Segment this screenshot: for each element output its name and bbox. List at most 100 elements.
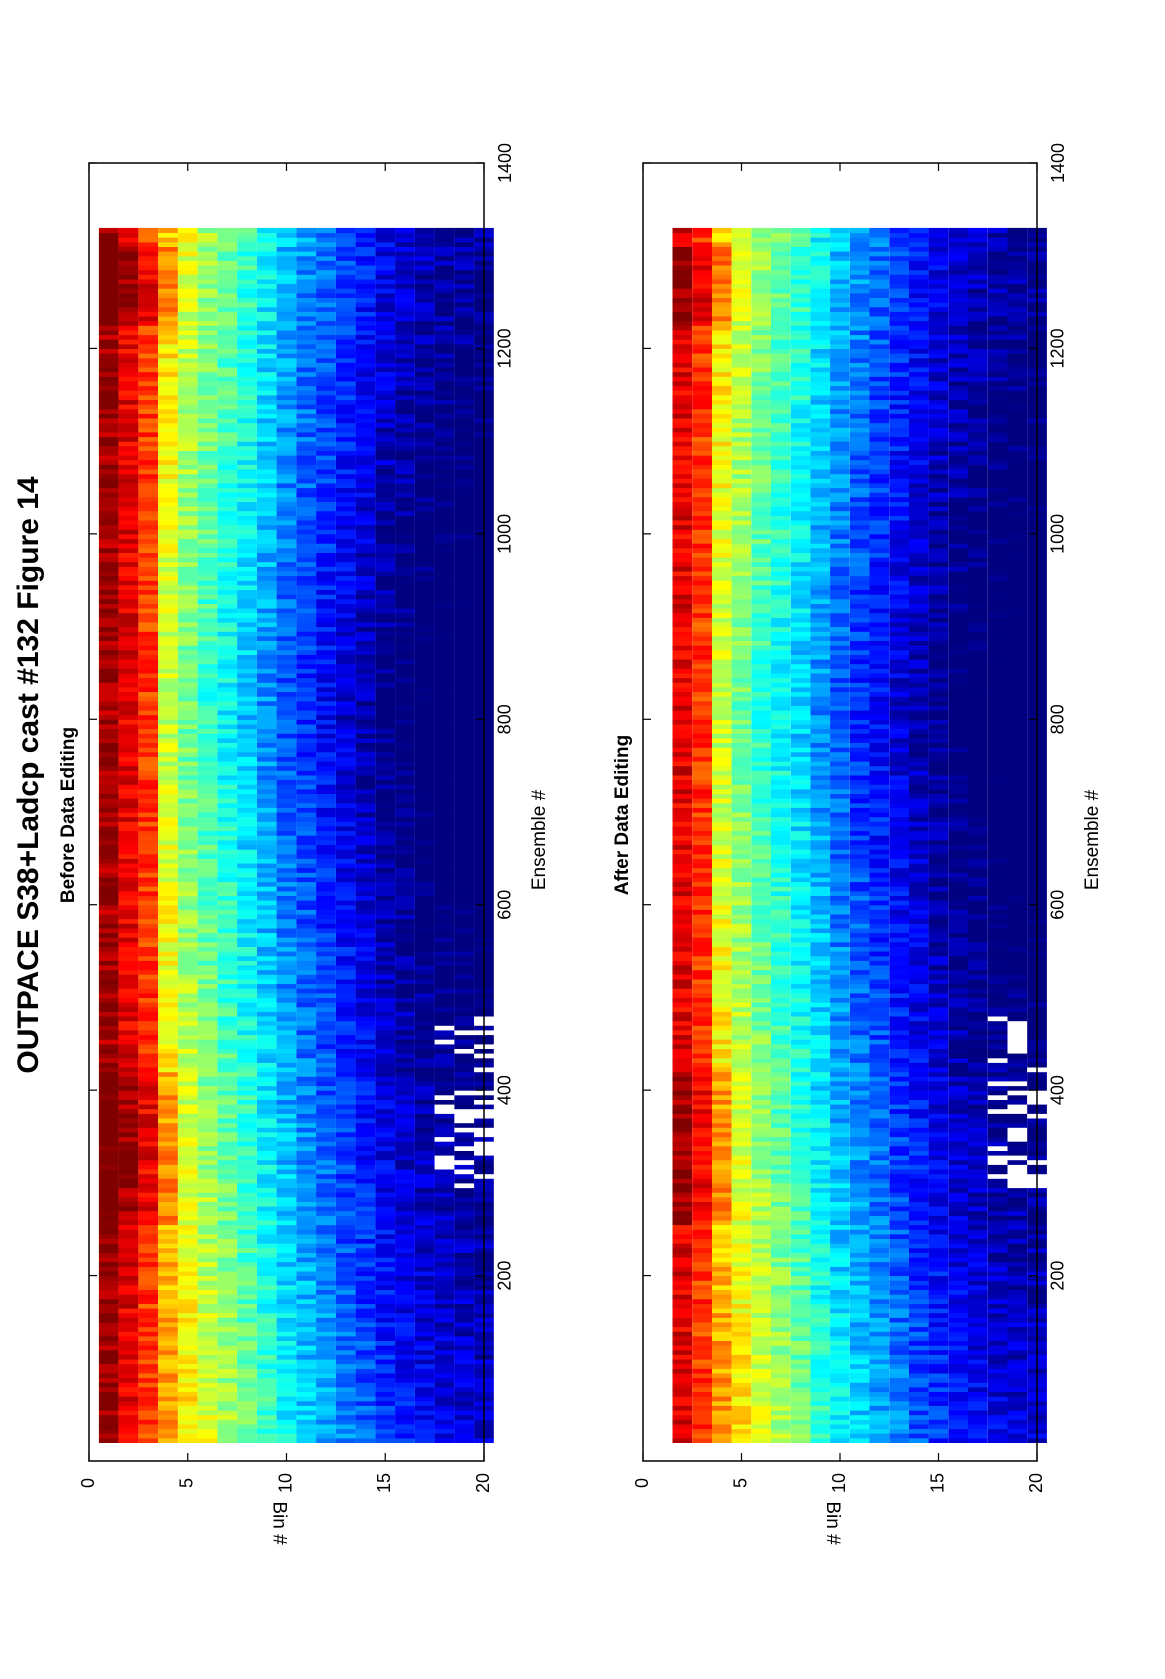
heatmap-cell xyxy=(375,631,396,637)
heatmap-cell xyxy=(118,965,139,971)
heatmap-cell xyxy=(177,853,198,859)
heatmap-cell xyxy=(118,547,139,553)
heatmap-cell xyxy=(434,751,455,757)
heatmap-cell xyxy=(454,816,475,822)
heatmap-cell xyxy=(395,241,415,247)
heatmap-cell xyxy=(316,1085,336,1091)
heatmap-cell xyxy=(296,978,317,985)
heatmap-cell xyxy=(454,895,475,901)
heatmap-cell xyxy=(454,839,475,845)
heatmap-cell xyxy=(256,469,277,475)
heatmap-cell xyxy=(177,404,198,410)
heatmap-cell xyxy=(276,965,297,971)
heatmap-cell xyxy=(138,478,159,484)
heatmap-cell xyxy=(98,357,119,363)
heatmap-cell xyxy=(434,1321,455,1328)
heatmap-cell xyxy=(138,1067,159,1073)
heatmap-cell xyxy=(256,1405,277,1411)
heatmap-cell xyxy=(355,1298,376,1304)
heatmap-cell xyxy=(256,1257,277,1263)
heatmap-cell xyxy=(276,306,297,312)
heatmap-cell xyxy=(316,598,336,604)
heatmap-cell xyxy=(375,1094,396,1100)
heatmap-cell xyxy=(296,265,317,271)
heatmap-cell xyxy=(118,570,139,577)
heatmap-cell xyxy=(454,682,475,688)
heatmap-cell xyxy=(335,1349,356,1355)
heatmap-cell xyxy=(395,654,415,660)
heatmap-cell xyxy=(316,348,336,354)
heatmap-cell xyxy=(118,533,139,540)
heatmap-cell xyxy=(158,408,178,414)
heatmap-cell xyxy=(98,580,119,586)
heatmap-cell xyxy=(414,978,435,985)
heatmap-cell xyxy=(118,1206,139,1212)
heatmap-cell xyxy=(98,283,119,289)
heatmap-cell xyxy=(395,1312,415,1318)
heatmap-cell xyxy=(454,886,475,892)
heatmap-cell xyxy=(158,431,178,438)
heatmap-cell xyxy=(237,482,257,489)
heatmap-cell xyxy=(434,1354,455,1360)
heatmap-cell xyxy=(276,617,297,623)
heatmap-cell xyxy=(335,1029,356,1036)
heatmap-cell xyxy=(98,1169,119,1175)
heatmap-cell xyxy=(395,561,415,567)
heatmap-cell xyxy=(375,353,396,359)
heatmap-cell xyxy=(296,1215,317,1221)
heatmap-cell xyxy=(256,1382,277,1388)
heatmap-cell xyxy=(177,450,198,456)
heatmap-cell xyxy=(118,302,139,308)
heatmap-cell xyxy=(158,501,178,507)
heatmap-cell xyxy=(454,371,475,377)
heatmap-cell xyxy=(256,533,277,540)
heatmap-cell xyxy=(256,464,277,470)
heatmap-cell xyxy=(237,385,257,391)
heatmap-cell xyxy=(434,561,455,567)
heatmap-cell xyxy=(316,825,336,832)
heatmap-cell xyxy=(217,1423,238,1430)
heatmap-cell xyxy=(256,719,277,725)
heatmap-cell xyxy=(395,367,415,373)
heatmap-cell xyxy=(217,904,238,910)
heatmap-cell xyxy=(158,937,178,943)
heatmap-cell xyxy=(256,1080,277,1087)
heatmap-cell xyxy=(177,1108,198,1114)
heatmap-cell xyxy=(316,1396,336,1402)
heatmap-cell xyxy=(454,1076,475,1082)
heatmap-cell xyxy=(138,260,159,266)
heatmap-cell xyxy=(158,1238,178,1244)
heatmap-cell xyxy=(177,631,198,637)
heatmap-cell xyxy=(454,464,475,470)
heatmap-cell xyxy=(414,1094,435,1100)
heatmap-cell xyxy=(177,691,198,697)
heatmap-cell xyxy=(276,663,297,669)
heatmap-cell xyxy=(158,520,178,526)
heatmap-cell xyxy=(414,496,435,502)
heatmap-cell xyxy=(276,515,297,521)
heatmap-cell xyxy=(375,1405,396,1411)
heatmap-cell xyxy=(434,960,455,966)
heatmap-cell xyxy=(177,918,198,924)
heatmap-cell xyxy=(158,1354,178,1360)
heatmap-cell xyxy=(296,538,317,544)
heatmap-cell xyxy=(256,1391,277,1397)
heatmap-cell xyxy=(395,1210,415,1216)
heatmap-cell xyxy=(335,1159,356,1165)
heatmap-cell xyxy=(237,232,257,238)
heatmap-cell xyxy=(316,1043,336,1049)
heatmap-cell xyxy=(217,1312,238,1318)
heatmap-cell xyxy=(414,1303,435,1309)
heatmap-cell xyxy=(177,835,198,841)
heatmap-cell xyxy=(296,668,317,674)
heatmap-cell xyxy=(296,608,317,614)
heatmap-cell xyxy=(98,1428,119,1434)
heatmap-cell xyxy=(414,1215,435,1221)
heatmap-cell xyxy=(375,1229,396,1235)
heatmap-cell xyxy=(237,700,257,706)
heatmap-cell xyxy=(335,686,356,692)
heatmap-cell xyxy=(434,584,455,590)
heatmap-cell xyxy=(434,918,455,924)
heatmap-cell xyxy=(256,1326,277,1332)
heatmap-cell xyxy=(355,329,376,336)
